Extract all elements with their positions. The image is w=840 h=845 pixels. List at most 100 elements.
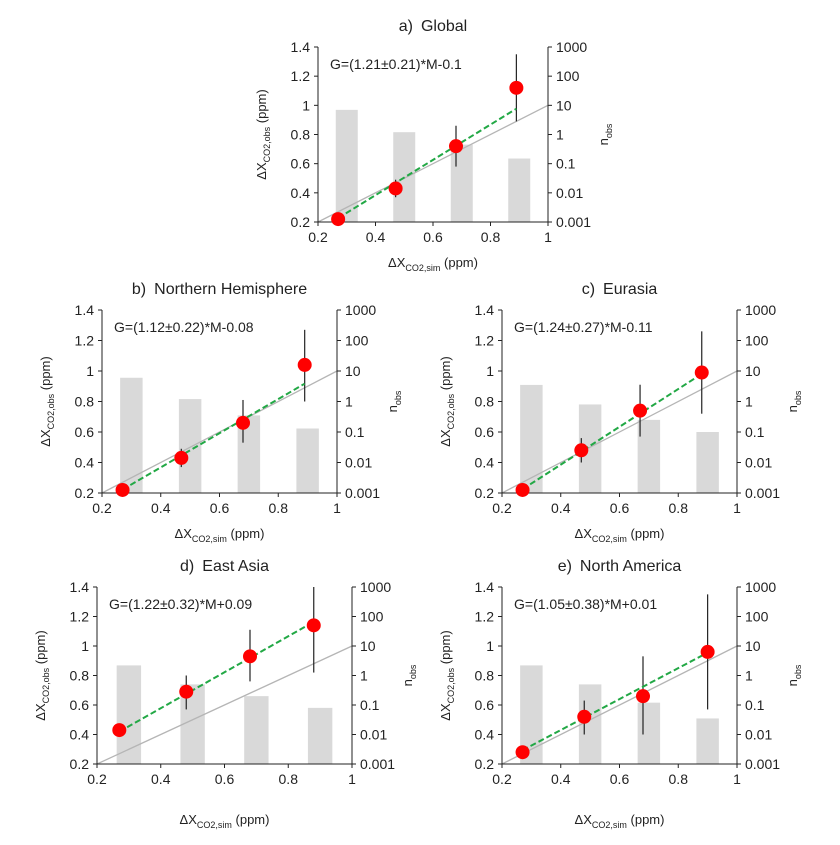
y-axis-label: ΔXCO2,obs (ppm) (438, 356, 456, 446)
data-point (174, 450, 189, 465)
y-tick-label: 1.2 (75, 333, 95, 349)
y-axis-label-subscript: CO2,obs (446, 393, 456, 429)
y2-tick-label: 0.001 (745, 756, 780, 772)
data-point (574, 443, 589, 458)
y2-tick-label: 10 (360, 638, 376, 654)
data-point (306, 618, 321, 633)
y-tick-label: 0.2 (70, 756, 90, 772)
panel-region: Northern Hemisphere (154, 281, 307, 298)
nobs-bar (307, 707, 333, 764)
x-tick-label: 0.6 (210, 500, 230, 516)
y-tick-label: 0.2 (475, 485, 495, 501)
nobs-bar (696, 432, 719, 493)
one-to-one-line (501, 370, 738, 494)
x-axis-label: ΔXCO2,sim (ppm) (180, 812, 270, 830)
panel-letter: d) (180, 558, 194, 575)
regression-line (337, 107, 517, 219)
x-axis-label-subscript: CO2,sim (592, 534, 627, 544)
y2-tick-label: 0.1 (360, 697, 380, 713)
x-axis-label-main: ΔX (180, 812, 198, 827)
y2-tick-label: 10 (745, 638, 761, 654)
panel-title: b) Northern Hemisphere (132, 281, 307, 298)
y-tick-label: 1 (302, 97, 310, 113)
y-tick-label: 1 (81, 638, 89, 654)
nobs-bar (244, 696, 269, 764)
x-axis-label-unit: (ppm) (627, 812, 665, 827)
y-axis-label-unit: (ppm) (38, 356, 53, 394)
y2-tick-label: 1000 (360, 579, 391, 595)
x-tick-label: 0.6 (423, 229, 443, 245)
data-point (636, 689, 650, 704)
panel-letter: b) (132, 281, 146, 298)
y2-axis-label-subscript: obs (393, 390, 403, 405)
y2-tick-label: 100 (745, 609, 769, 625)
y-axis-label-subscript: CO2,obs (46, 393, 56, 429)
y2-tick-label: 1000 (745, 302, 776, 318)
x-axis-label-main: ΔX (575, 812, 593, 827)
y-tick-label: 1.2 (475, 609, 495, 625)
y2-tick-label: 0.01 (360, 727, 387, 743)
panel-letter: c) (582, 281, 595, 298)
y-axis-label-subscript: CO2,obs (41, 667, 51, 703)
x-tick-label: 0.2 (92, 500, 112, 516)
nobs-bar (178, 399, 202, 493)
data-point (633, 403, 648, 418)
x-tick-label: 0.8 (269, 500, 289, 516)
data-point (236, 415, 250, 430)
data-point (694, 365, 709, 380)
y-tick-label: 1.2 (475, 333, 495, 349)
y2-tick-label: 1 (745, 668, 753, 684)
y-tick-label: 1.4 (70, 579, 90, 595)
y-tick-label: 0.6 (475, 424, 495, 440)
x-axis-label: ΔXCO2,sim (ppm) (175, 526, 265, 544)
x-axis-label-unit: (ppm) (227, 526, 265, 541)
fit-equation: G=(1.12±0.22)*M-0.08 (114, 319, 254, 335)
data-point (509, 80, 524, 95)
nobs-bar (520, 384, 543, 493)
y2-axis-label-main: n (596, 138, 611, 145)
y-tick-label: 1.4 (291, 39, 311, 55)
x-tick-label: 0.6 (215, 771, 235, 787)
regression-line (118, 620, 315, 733)
y2-tick-label: 0.01 (556, 185, 583, 201)
y2-axis-label-main: n (400, 679, 415, 686)
data-point (700, 644, 715, 659)
y-axis-label-unit: (ppm) (438, 630, 453, 668)
panel-region: Global (421, 18, 467, 35)
y2-axis-label-subscript: obs (408, 664, 418, 679)
y2-axis-label-main: n (785, 405, 800, 412)
x-axis-label-main: ΔX (388, 255, 406, 270)
nobs-bar (578, 404, 602, 493)
data-point (112, 723, 127, 738)
x-tick-label: 0.6 (610, 771, 630, 787)
x-tick-label: 0.4 (551, 771, 571, 787)
y-tick-label: 1.2 (291, 68, 311, 84)
x-tick-label: 0.2 (492, 771, 512, 787)
data-point (297, 357, 312, 372)
y2-tick-label: 0.001 (360, 756, 395, 772)
y-tick-label: 0.4 (475, 727, 495, 743)
x-tick-label: 1 (348, 771, 356, 787)
y-tick-label: 0.4 (70, 727, 90, 743)
panel-region: East Asia (202, 558, 269, 575)
y2-tick-label: 100 (745, 333, 769, 349)
x-tick-label: 0.8 (279, 771, 299, 787)
y2-tick-label: 0.1 (745, 697, 765, 713)
x-axis-label-subscript: CO2,sim (405, 263, 440, 273)
regression-line (522, 373, 703, 491)
y2-tick-label: 1000 (745, 579, 776, 595)
data-point (243, 649, 257, 664)
y-axis-label-unit: (ppm) (438, 356, 453, 394)
y-tick-label: 0.4 (475, 455, 495, 471)
y-tick-label: 1.2 (70, 609, 90, 625)
data-point (449, 139, 463, 154)
x-tick-label: 0.8 (669, 771, 689, 787)
x-axis-label: ΔXCO2,sim (ppm) (388, 255, 478, 273)
y-tick-label: 0.2 (475, 756, 495, 772)
nobs-bar (335, 109, 358, 222)
y2-axis-label: nobs (596, 123, 614, 145)
y-axis-label-main: ΔX (438, 703, 453, 721)
x-tick-label: 0.4 (151, 771, 171, 787)
y2-tick-label: 100 (345, 333, 369, 349)
x-tick-label: 0.4 (151, 500, 171, 516)
